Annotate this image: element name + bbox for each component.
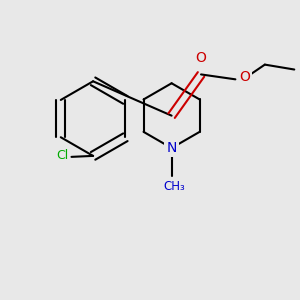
Text: CH₃: CH₃ [164,180,185,194]
Text: N: N [167,141,177,155]
Text: Cl: Cl [56,149,68,162]
Text: O: O [239,70,250,84]
Text: O: O [196,51,206,64]
